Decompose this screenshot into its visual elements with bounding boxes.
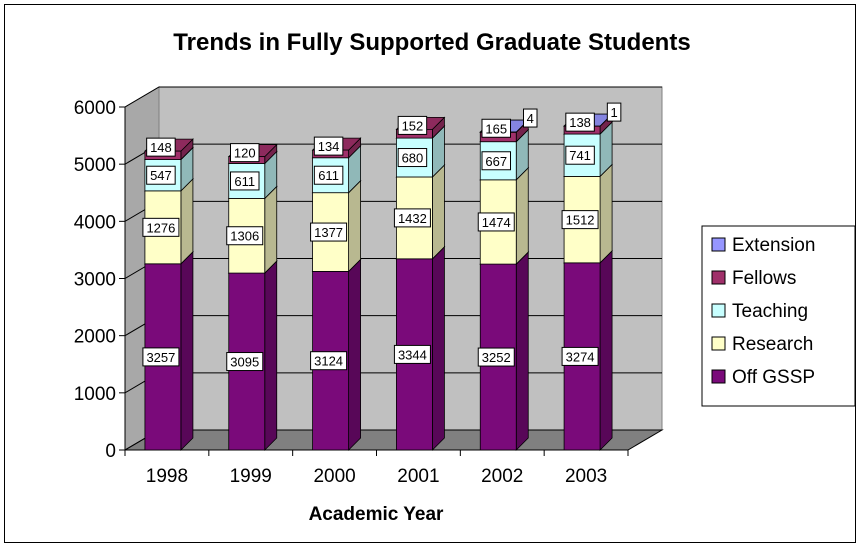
- bar-side: [348, 179, 361, 273]
- bar-side: [264, 185, 278, 275]
- data-label: 1512: [566, 213, 595, 228]
- legend-entry: Off GSSP: [732, 367, 815, 388]
- data-label: 1377: [314, 225, 343, 240]
- data-label: 138: [569, 115, 591, 130]
- legend: Extension Fellows Teaching Research Off GSSP: [701, 225, 856, 407]
- data-label-box: [393, 208, 431, 228]
- data-label-box: [481, 118, 511, 138]
- data-label: 3344: [398, 347, 427, 362]
- y-tick-label: 6000: [74, 98, 116, 119]
- bar-side: [348, 258, 361, 451]
- data-label-box: [146, 165, 176, 185]
- y-tick-label: 3000: [74, 270, 116, 291]
- data-label-box: [477, 347, 515, 367]
- x-tick-label: 2003: [565, 466, 607, 487]
- data-label: 152: [402, 118, 424, 133]
- data-label: 165: [485, 121, 507, 136]
- y-tick-label: 1000: [74, 384, 116, 405]
- bar-side: [432, 245, 445, 451]
- data-label-box: [393, 344, 431, 364]
- bar-side: [515, 251, 529, 451]
- legend-swatch: [711, 303, 726, 318]
- data-label-box: [313, 136, 344, 156]
- x-axis-label: Academic Year: [309, 504, 444, 525]
- data-label: 667: [485, 154, 507, 169]
- bar-side: [180, 177, 194, 265]
- gridline: [124, 86, 662, 108]
- data-label: 134: [318, 139, 340, 154]
- data-label: 1474: [482, 215, 511, 230]
- y-tick-label: 2000: [74, 327, 116, 348]
- data-label-box: [565, 145, 595, 165]
- data-label-box: [477, 212, 515, 232]
- y-tick-label: 5000: [74, 155, 116, 176]
- legend-entry: Extension: [732, 235, 815, 256]
- data-label: 148: [150, 140, 172, 155]
- x-tick-label: 1999: [230, 466, 272, 487]
- data-label-box: [310, 351, 348, 371]
- data-label-box: [226, 226, 264, 246]
- y-tick-label: 0: [105, 441, 116, 462]
- plot-area: 0 1000 2000 3000 4000 5000 6000 1998 1999 2000 200…: [74, 86, 664, 487]
- bar-side: [180, 250, 194, 451]
- legend-swatch: [711, 369, 726, 384]
- legend-swatch: [711, 237, 726, 252]
- data-label: 611: [318, 168, 339, 183]
- x-tick-label: 2000: [313, 466, 355, 487]
- x-tick-label: 2001: [397, 466, 439, 487]
- data-label: 3274: [566, 349, 595, 364]
- data-label-box: [523, 108, 538, 128]
- data-label: 1276: [146, 220, 175, 235]
- data-label-box: [561, 210, 599, 230]
- data-label-box: [310, 222, 348, 242]
- bar-side: [432, 164, 445, 260]
- data-label-box: [481, 151, 511, 171]
- bar-side: [599, 249, 613, 451]
- data-label-box: [146, 137, 176, 157]
- data-label-box: [397, 148, 428, 168]
- y-tick-label: 4000: [74, 212, 116, 233]
- bar-side: [599, 163, 613, 264]
- legend-entry: Research: [732, 334, 813, 355]
- data-label-box: [142, 217, 180, 237]
- data-label: 1: [610, 105, 617, 120]
- data-label: 680: [402, 151, 424, 166]
- legend-entry: Teaching: [732, 301, 808, 322]
- data-label-box: [397, 115, 428, 135]
- data-label: 3257: [146, 350, 175, 365]
- data-label-box: [226, 352, 264, 372]
- legend-swatch: [711, 270, 726, 285]
- data-label-box: [561, 346, 599, 366]
- data-label: 1432: [398, 211, 427, 226]
- legend-swatch: [711, 336, 726, 351]
- chart-title: Trends in Fully Supported Graduate Stude…: [173, 29, 690, 56]
- data-label-box: [565, 112, 595, 132]
- data-label-box: [230, 143, 260, 163]
- data-label: 4: [527, 111, 534, 126]
- data-label-box: [230, 171, 260, 191]
- data-label: 741: [569, 148, 591, 163]
- data-label: 547: [150, 168, 172, 183]
- data-label: 3095: [230, 355, 259, 370]
- legend-box: [701, 225, 856, 407]
- data-label-box: [313, 165, 344, 185]
- bar-side: [515, 166, 529, 266]
- x-tick-label: 2002: [481, 466, 523, 487]
- data-label: 3252: [482, 350, 511, 365]
- data-label: 3124: [314, 354, 343, 369]
- data-label: 120: [234, 146, 256, 161]
- data-label: 1306: [230, 229, 259, 244]
- x-tick-label: 1998: [146, 466, 188, 487]
- data-label: 611: [234, 174, 255, 189]
- data-label-box: [606, 102, 622, 122]
- data-label-box: [142, 347, 180, 367]
- legend-entry: Fellows: [732, 268, 796, 289]
- bar-side: [264, 260, 278, 451]
